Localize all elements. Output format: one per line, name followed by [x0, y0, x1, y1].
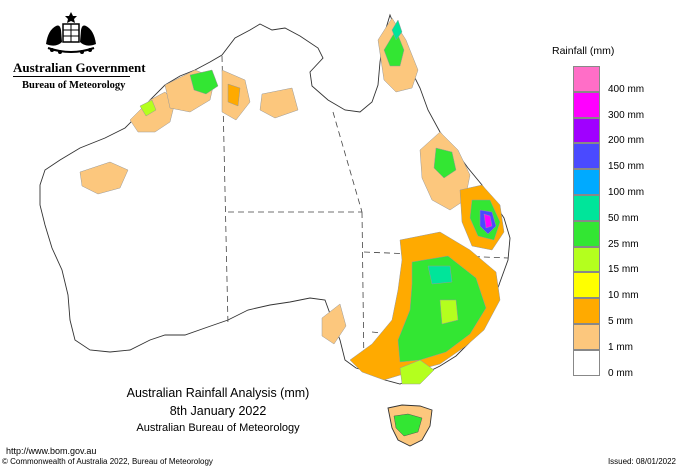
legend-swatch: [573, 246, 600, 273]
header-divider: [13, 76, 130, 77]
legend-label: 50 mm: [608, 212, 639, 224]
legend-label: 5 mm: [608, 316, 633, 327]
legend-swatch: [573, 169, 600, 195]
map-date: 8th January 2022: [169, 404, 267, 418]
bom-website-url: http://www.bom.gov.au: [6, 446, 97, 456]
bureau-title: Bureau of Meteorology: [22, 80, 126, 91]
legend-label: 15 mm: [608, 264, 639, 276]
government-title: Australian Government: [13, 60, 146, 75]
legend-swatch: [573, 220, 600, 247]
legend-swatch: [573, 143, 600, 170]
legend-label: 200 mm: [608, 135, 645, 147]
legend-swatch: [573, 349, 600, 376]
legend-swatch: [573, 117, 600, 144]
map-title: Australian Rainfall Analysis (mm): [126, 386, 310, 400]
legend-label: 10 mm: [608, 290, 639, 302]
legend-swatch: [573, 91, 600, 118]
map-agency: Australian Bureau of Meteorology: [136, 422, 300, 434]
legend-label: 300 mm: [608, 109, 645, 121]
issued-date: Issued: 08/01/2022: [607, 457, 676, 466]
legend-title: Rainfall (mm): [552, 45, 615, 57]
legend-swatch: [573, 195, 600, 221]
legend-label: 150 mm: [608, 161, 645, 173]
legend-swatch: [573, 66, 600, 92]
copyright-notice: © Commonwealth of Australia 2022, Bureau…: [2, 457, 213, 466]
legend-swatch: [573, 298, 600, 324]
legend-label: 400 mm: [608, 83, 645, 95]
rainfall-contours: [79, 17, 505, 385]
legend-swatch: [573, 272, 600, 299]
commonwealth-coat-of-arms-icon: [46, 12, 96, 54]
tasmania-rain-25mm-patch: [393, 413, 423, 437]
legend-label: 1 mm: [608, 341, 633, 353]
legend-swatch: [573, 324, 600, 350]
legend-label: 0 mm: [608, 367, 633, 379]
legend-label: 100 mm: [608, 187, 645, 198]
legend-label: 25 mm: [608, 238, 639, 250]
